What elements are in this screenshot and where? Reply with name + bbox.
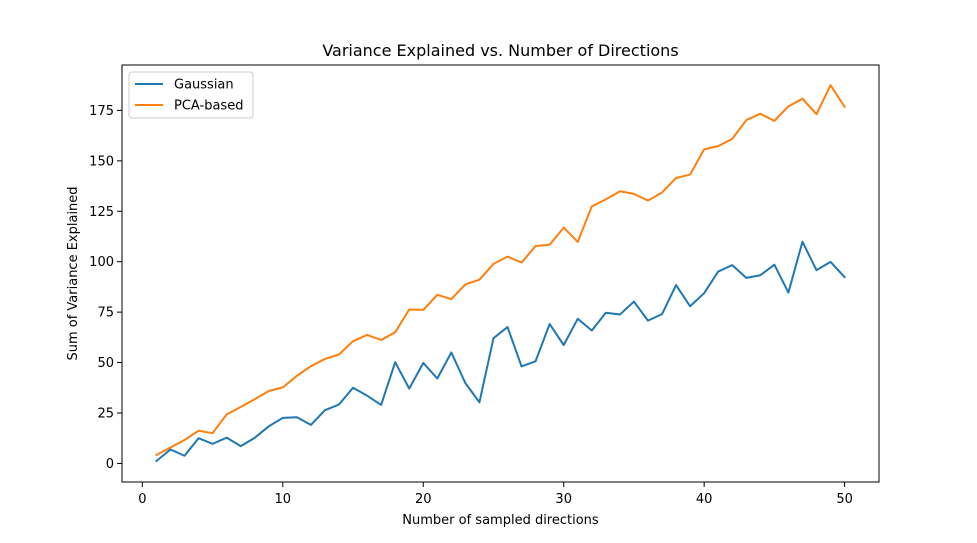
y-tick-label: 75 xyxy=(97,306,114,321)
chart-title: Variance Explained vs. Number of Directi… xyxy=(322,41,678,60)
x-tick-label: 30 xyxy=(555,492,572,507)
legend: Gaussian PCA-based xyxy=(128,71,254,119)
y-tick-label: 100 xyxy=(89,255,114,270)
series-line-pca-based xyxy=(155,84,846,457)
x-tick-label: 0 xyxy=(138,492,146,507)
y-axis-title: Sum of Variance Explained xyxy=(66,186,81,360)
y-tick-label: 175 xyxy=(89,104,114,119)
plot-frame xyxy=(121,64,880,483)
x-axis-ticks: 0 10 20 30 40 50 xyxy=(138,482,853,507)
series-line-gaussian xyxy=(155,240,847,463)
y-tick-label: 0 xyxy=(106,457,114,472)
x-tick-label: 40 xyxy=(696,492,713,507)
y-tick-label: 150 xyxy=(89,154,114,169)
x-tick-label: 50 xyxy=(836,492,853,507)
x-tick-label: 20 xyxy=(415,492,432,507)
x-tick-label: 10 xyxy=(275,492,292,507)
x-axis-title: Number of sampled directions xyxy=(402,513,599,528)
y-tick-label: 125 xyxy=(89,205,114,220)
y-axis-ticks: 0 25 50 75 100 125 150 175 xyxy=(89,104,122,472)
legend-label-pca-based: PCA-based xyxy=(174,99,243,114)
y-tick-label: 50 xyxy=(97,356,114,371)
y-tick-label: 25 xyxy=(97,407,114,422)
plot-lines xyxy=(155,84,847,463)
legend-label-gaussian: Gaussian xyxy=(174,78,234,93)
